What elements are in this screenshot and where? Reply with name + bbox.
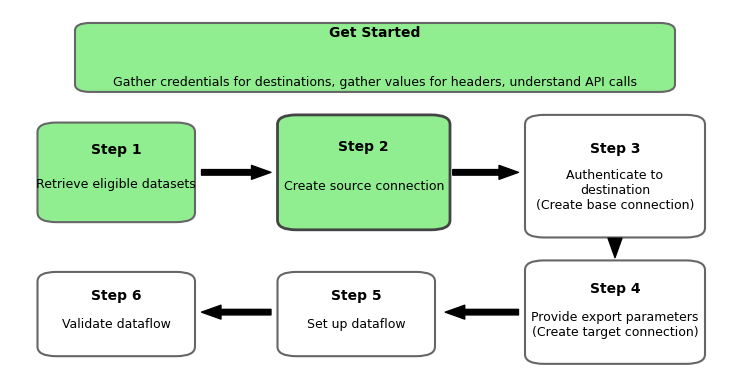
Text: Retrieve eligible datasets: Retrieve eligible datasets	[36, 178, 197, 191]
Text: Provide export parameters
(Create target connection): Provide export parameters (Create target…	[531, 311, 699, 339]
Text: Step 3: Step 3	[590, 142, 640, 156]
Text: Set up dataflow: Set up dataflow	[307, 318, 406, 331]
Text: Step 6: Step 6	[91, 288, 142, 303]
Text: Step 5: Step 5	[331, 288, 382, 303]
Text: Step 1: Step 1	[91, 144, 142, 157]
FancyBboxPatch shape	[38, 272, 195, 356]
FancyArrowPatch shape	[446, 305, 518, 319]
FancyBboxPatch shape	[38, 123, 195, 222]
FancyBboxPatch shape	[525, 115, 705, 237]
FancyArrowPatch shape	[453, 165, 518, 179]
Text: Authenticate to
destination
(Create base connection): Authenticate to destination (Create base…	[536, 169, 694, 213]
Text: Get Started: Get Started	[329, 26, 421, 39]
Text: Create source connection: Create source connection	[284, 180, 444, 193]
FancyArrowPatch shape	[608, 238, 622, 258]
Text: Step 2: Step 2	[338, 140, 389, 154]
FancyBboxPatch shape	[75, 23, 675, 92]
FancyBboxPatch shape	[525, 260, 705, 364]
Text: Validate dataflow: Validate dataflow	[62, 318, 171, 331]
Text: Step 4: Step 4	[590, 282, 640, 296]
FancyBboxPatch shape	[278, 115, 450, 230]
FancyArrowPatch shape	[202, 305, 271, 319]
FancyBboxPatch shape	[278, 272, 435, 356]
Text: Gather credentials for destinations, gather values for headers, understand API c: Gather credentials for destinations, gat…	[113, 76, 637, 89]
FancyArrowPatch shape	[202, 165, 271, 179]
